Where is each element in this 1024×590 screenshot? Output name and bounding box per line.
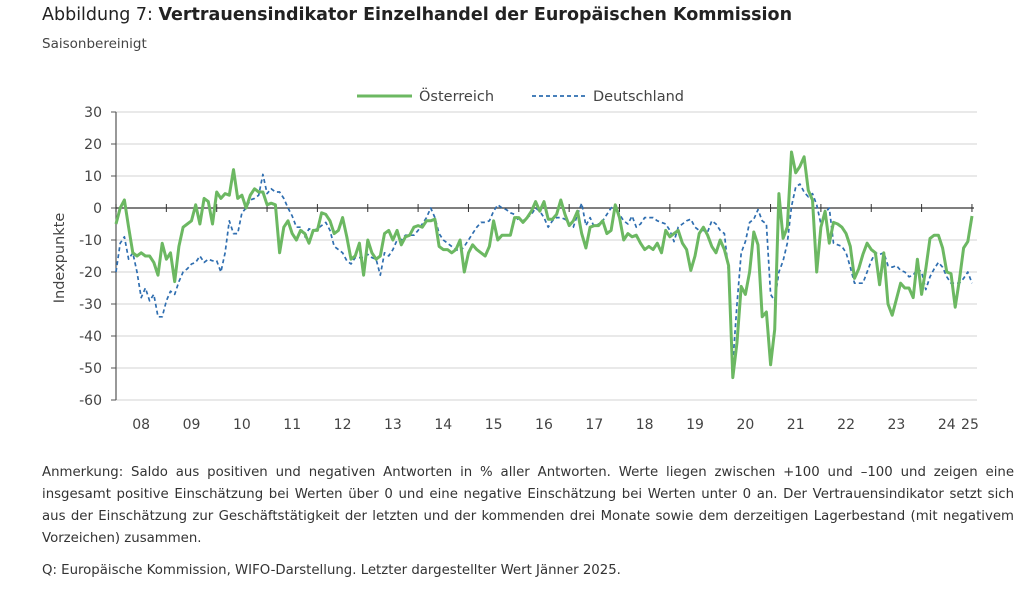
- y-tick-label: 20: [84, 137, 102, 153]
- x-tick-label: 21: [787, 417, 805, 433]
- series-lines: [114, 150, 974, 380]
- legend: Österreich Deutschland: [357, 87, 684, 105]
- gridlines: [116, 111, 977, 401]
- x-tick-label: 22: [837, 417, 855, 433]
- y-tick-label: -20: [79, 265, 102, 281]
- y-tick-label: 0: [93, 201, 102, 217]
- y-tick-label: -10: [79, 233, 102, 249]
- x-tick-label: 11: [283, 417, 301, 433]
- x-tick-label: 17: [585, 417, 603, 433]
- y-tick-label: -30: [79, 297, 102, 313]
- y-axis-label: Indexpunkte: [52, 213, 68, 304]
- x-tick-label: 25: [961, 417, 979, 433]
- chart-title: Abbildung 7: Vertrauensindikator Einzelh…: [42, 5, 792, 25]
- x-tick-label: 16: [535, 417, 553, 433]
- title-main: Vertrauensindikator Einzelhandel der Eur…: [158, 5, 793, 25]
- y-tick-label: 10: [84, 169, 102, 185]
- x-axis-tick-labels: 08 09 10 11 12 13 14 15 16 17 18 19 20 21 22 23 24 25: [132, 417, 979, 433]
- x-tick-label: 09: [183, 417, 201, 433]
- y-axis-tick-labels: 30 20 10 0 -10 -20 -30 -40 -50 -60: [79, 105, 102, 409]
- x-tick-label: 24: [938, 417, 956, 433]
- x-tick-label: 15: [485, 417, 503, 433]
- x-tick-label: 23: [888, 417, 906, 433]
- legend-label-oesterreich: Österreich: [419, 87, 494, 105]
- x-tick-label: 20: [736, 417, 754, 433]
- x-tick-label: 13: [384, 417, 402, 433]
- chart-subtitle: Saisonbereinigt: [42, 36, 147, 52]
- source-note: Q: Europäische Kommission, WIFO-Darstell…: [42, 563, 621, 578]
- y-tick-label: -60: [79, 393, 102, 409]
- x-tick-label: 18: [636, 417, 654, 433]
- title-prefix: Abbildung 7:: [42, 5, 159, 25]
- x-tick-label: 14: [434, 417, 452, 433]
- x-tick-label: 12: [334, 417, 352, 433]
- axes: [111, 111, 974, 401]
- x-tick-label: 19: [686, 417, 704, 433]
- y-tick-label: -40: [79, 329, 102, 345]
- y-tick-label: 30: [84, 105, 102, 121]
- x-tick-label: 08: [132, 417, 150, 433]
- x-tick-label: 10: [233, 417, 251, 433]
- legend-label-deutschland: Deutschland: [593, 89, 684, 105]
- series-line-oesterreich: [114, 150, 974, 380]
- series-line-deutschland: [115, 173, 973, 365]
- footnote: Anmerkung: Saldo aus positiven und negat…: [42, 465, 1014, 546]
- y-tick-label: -50: [79, 361, 102, 377]
